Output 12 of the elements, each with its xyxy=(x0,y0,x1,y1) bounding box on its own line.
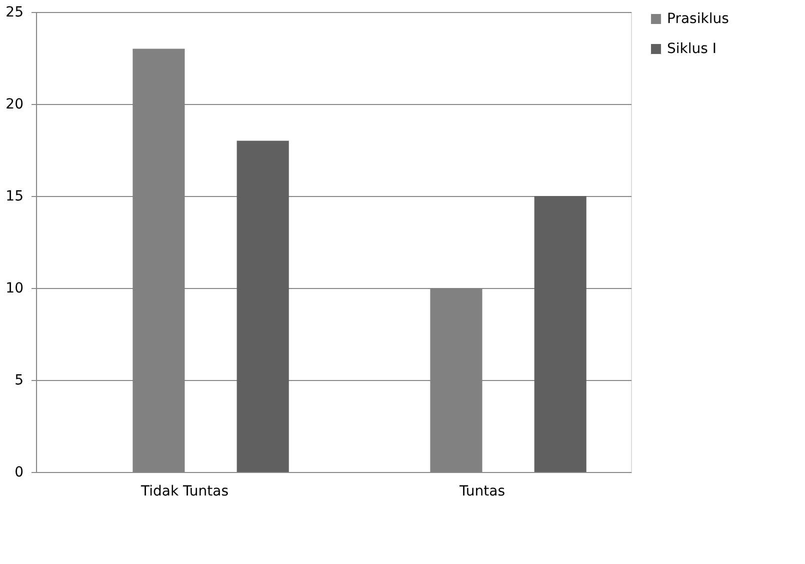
y-tick-label: 10 xyxy=(6,280,24,296)
bar xyxy=(236,140,289,472)
y-tick-label: 15 xyxy=(6,188,24,204)
bar xyxy=(534,196,586,472)
legend-label: Siklus I xyxy=(667,41,717,57)
legend-label: Prasiklus xyxy=(667,11,729,27)
y-tick-label: 25 xyxy=(6,4,24,20)
y-tick-label: 0 xyxy=(14,464,24,480)
x-tick-label: Tuntas xyxy=(458,484,506,500)
x-tick-label: Tidak Tuntas xyxy=(140,484,229,500)
y-tick-label: 5 xyxy=(14,372,24,388)
y-tick-label: 20 xyxy=(6,96,24,112)
